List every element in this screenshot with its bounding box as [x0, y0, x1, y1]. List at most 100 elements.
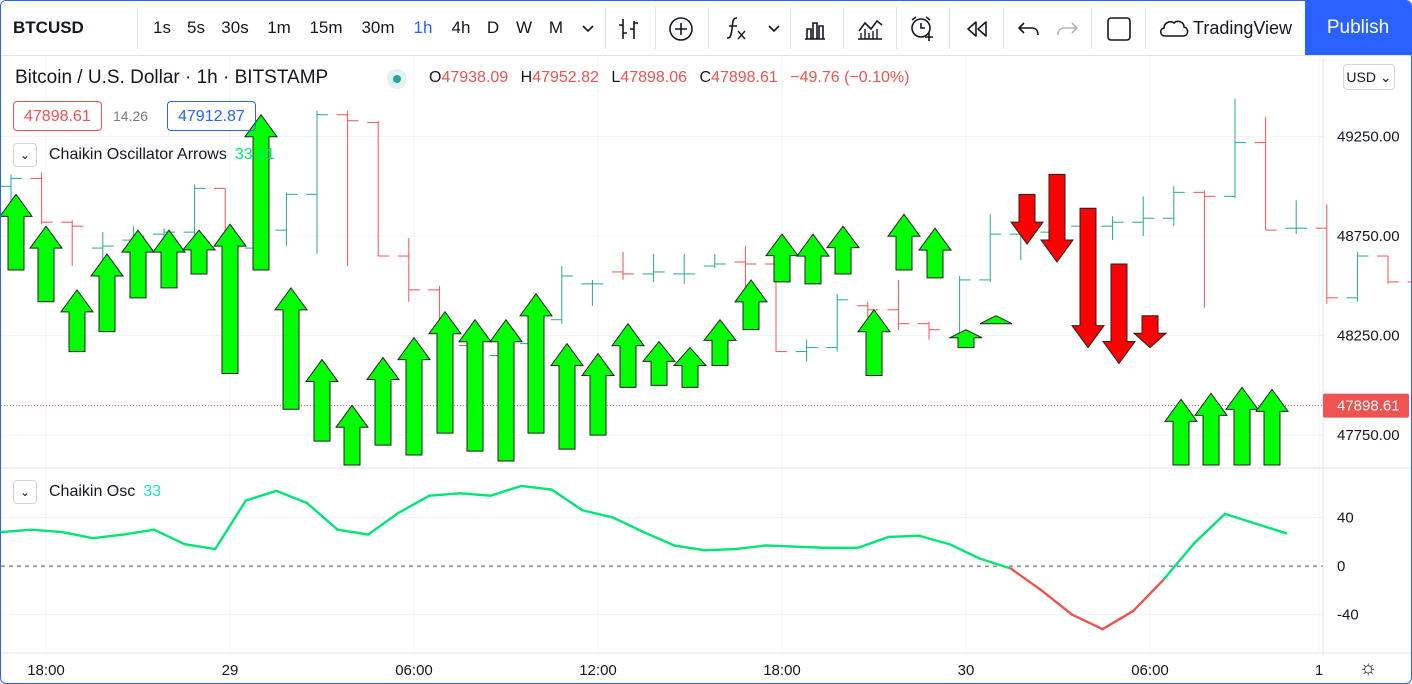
osc-line-segment — [244, 489, 278, 502]
interval-d[interactable]: D — [486, 18, 500, 37]
interval-1m[interactable]: 1m — [267, 18, 291, 37]
interval-w[interactable]: W — [515, 18, 533, 37]
arrow-up-mark — [244, 113, 278, 271]
chevron-down-icon[interactable] — [767, 21, 781, 35]
oscillator-pane — [1, 484, 1323, 631]
ohlc-bar — [887, 279, 910, 330]
osc-tick-label: 0 — [1337, 558, 1345, 575]
arrow-up-mark — [857, 308, 891, 376]
osc-line-segment — [1131, 578, 1166, 613]
osc-indicator-name: Chaikin Osc — [49, 483, 136, 500]
interval-30s[interactable]: 30s — [221, 18, 249, 37]
x-tick-label: 18:00 — [27, 662, 65, 679]
arrow-down-mark — [1010, 193, 1044, 245]
arrow-up-mark — [887, 213, 921, 271]
x-tick-label: 30 — [958, 662, 975, 679]
fx-icon[interactable] — [721, 13, 751, 43]
x-tick-label: 12:00 — [579, 662, 617, 679]
brand-label: TradingView — [1193, 18, 1293, 38]
collapse-chevron-icon[interactable]: ⌄ — [13, 142, 37, 167]
osc-tick-label: -40 — [1337, 607, 1359, 624]
symbol-search-button[interactable]: BTCUSD — [13, 18, 84, 37]
add-icon[interactable] — [667, 15, 695, 43]
toolbar-divider — [1003, 7, 1004, 49]
arrow-down-mark — [1132, 315, 1168, 349]
toolbar-divider — [843, 7, 844, 49]
open-value: 47938.09 — [441, 69, 509, 86]
alert-icon[interactable] — [907, 13, 937, 43]
osc-line-segment — [520, 484, 553, 491]
osc-line-segment — [1162, 541, 1196, 581]
osc-line-segment — [948, 543, 982, 560]
ohlc-bar — [1285, 200, 1308, 235]
ohlc-bar — [183, 184, 206, 239]
interval-1s[interactable]: 1s — [153, 18, 171, 37]
x-tick-label: 18:00 — [763, 662, 801, 679]
replay-icon[interactable] — [963, 15, 991, 43]
layout-icon[interactable] — [1105, 15, 1133, 43]
osc-line-segment — [1070, 613, 1104, 631]
osc-indicator-legend: ⌄ Chaikin Osc 33 — [13, 479, 161, 505]
arrow-up-mark — [213, 223, 247, 374]
osc-line-segment — [397, 494, 431, 514]
osc-line-segment — [703, 547, 737, 552]
ohlc-bar — [703, 254, 726, 268]
ohlc-bar — [826, 293, 849, 352]
compare-icon[interactable] — [855, 15, 885, 43]
spread-value: 14.26 — [113, 108, 149, 124]
last-price-label: 47898.61 — [1337, 398, 1400, 415]
arrow-up-mark — [1225, 386, 1259, 466]
osc-line-segment — [1101, 609, 1135, 631]
top-toolbar: BTCUSD 1s 5s 30s 1m 15m 30m 1h 4h D W M — [1, 1, 1411, 56]
templates-icon[interactable] — [801, 15, 829, 43]
interval-5s[interactable]: 5s — [187, 18, 205, 37]
collapse-chevron-icon[interactable]: ⌄ — [13, 479, 37, 504]
settings-gear-icon[interactable]: ☼ — [1359, 657, 1378, 679]
arrow-down-mark — [1071, 207, 1105, 349]
arrow-up-mark — [489, 318, 523, 462]
market-status-dot-icon — [387, 69, 407, 89]
x-tick-label: 1 — [1315, 662, 1323, 679]
osc-line-segment — [30, 528, 64, 534]
arrow-up-mark — [550, 342, 584, 450]
interval-m[interactable]: M — [548, 18, 564, 37]
osc-line-segment — [1223, 512, 1257, 525]
arrow-up-mark — [152, 229, 186, 289]
arrow-up-mark — [397, 336, 431, 456]
arrow-down-mark — [1040, 173, 1074, 263]
arrows-indicator-name: Chaikin Oscillator Arrows — [49, 146, 227, 163]
chevron-down-icon: ⌄ — [1379, 69, 1392, 85]
osc-line-segment — [979, 557, 1012, 570]
toolbar-divider — [137, 7, 138, 49]
undo-icon[interactable] — [1015, 15, 1043, 43]
ohlc-bar — [1101, 216, 1124, 241]
bar-style-icon[interactable] — [615, 15, 643, 43]
interval-15m[interactable]: 15m — [309, 18, 343, 37]
cloud-icon[interactable] — [1157, 17, 1191, 39]
price-tick-label: 49250.00 — [1337, 129, 1400, 146]
arrow-up-mark — [1194, 392, 1228, 466]
osc-line-segment — [61, 530, 95, 540]
sell-price-button[interactable]: 47898.61 — [13, 101, 102, 131]
interval-1h[interactable]: 1h — [413, 18, 433, 37]
axes: 18:00 29 06:00 12:00 18:00 30 06:00 1 47750.00 48… — [1, 57, 1411, 679]
interval-4h[interactable]: 4h — [451, 18, 471, 37]
arrow-up-mark — [29, 225, 63, 303]
last-price-label-bg — [1323, 393, 1409, 418]
toolbar-divider — [708, 7, 709, 49]
chevron-down-icon[interactable] — [581, 21, 595, 35]
arrow-up-mark — [979, 315, 1013, 325]
arrow-up-mark — [335, 404, 369, 466]
redo-icon[interactable] — [1053, 15, 1081, 43]
buy-price-button[interactable]: 47912.87 — [167, 101, 256, 131]
osc-line-segment — [152, 528, 186, 546]
publish-button[interactable]: Publish — [1305, 1, 1411, 55]
ohlc-bar — [581, 279, 604, 306]
arrows-indicator-legend: ⌄ Chaikin Oscillator Arrows 33.31 — [13, 142, 275, 168]
toolbar-divider — [949, 7, 950, 49]
osc-line-segment — [887, 534, 921, 539]
osc-line-segment — [91, 533, 125, 540]
interval-30m[interactable]: 30m — [361, 18, 395, 37]
currency-select[interactable]: USD ⌄ — [1343, 64, 1395, 90]
